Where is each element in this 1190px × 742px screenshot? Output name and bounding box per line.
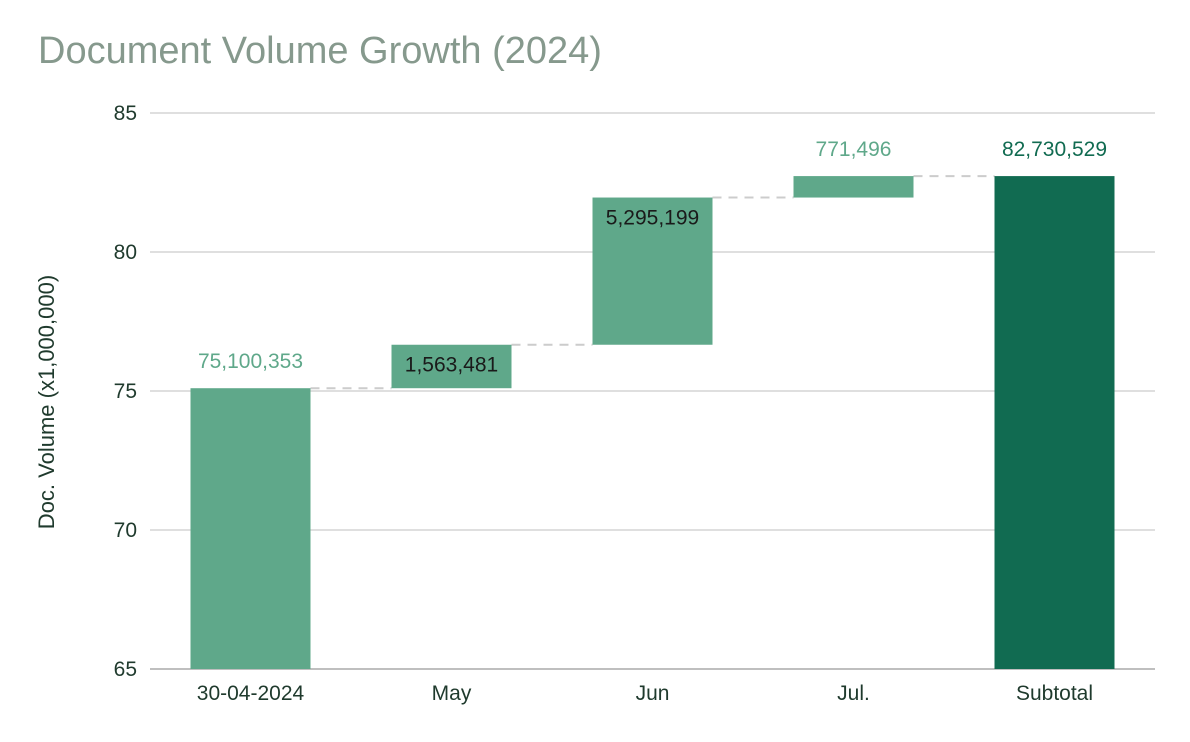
x-tick-label: 30-04-2024 — [197, 682, 305, 705]
y-tick-label: 65 — [114, 658, 137, 681]
x-tick-label: May — [432, 682, 472, 705]
x-tick-label: Jul. — [837, 682, 870, 705]
y-tick-label: 70 — [114, 519, 137, 542]
x-tick-label: Subtotal — [1016, 682, 1093, 705]
x-tick-labels: 30-04-2024 May Jun Jul. Subtotal — [197, 682, 1093, 705]
data-labels: 75,100,353 1,563,481 5,295,199 771,496 82,73… — [198, 138, 1107, 377]
y-tick-label: 75 — [114, 380, 137, 403]
x-tick-label: Jun — [636, 682, 670, 705]
data-label: 771,496 — [816, 138, 892, 161]
data-label: 1,563,481 — [405, 354, 498, 377]
chart-title: Document Volume Growth (2024) — [38, 30, 602, 72]
bars — [190, 176, 1115, 669]
y-tick-labels: 65 70 75 80 85 — [114, 102, 137, 681]
bar-may — [391, 344, 512, 389]
data-label: 75,100,353 — [198, 350, 303, 373]
y-tick-label: 85 — [114, 102, 137, 125]
y-tick-label: 80 — [114, 241, 137, 264]
bar-subtotal — [994, 176, 1115, 669]
data-label: 82,730,529 — [1002, 138, 1107, 161]
bar-30-04-2024 — [190, 388, 311, 669]
connector-lines — [310, 175, 995, 390]
bar-jul — [793, 176, 914, 198]
bar-jun — [592, 197, 713, 345]
data-label: 5,295,199 — [606, 207, 699, 230]
